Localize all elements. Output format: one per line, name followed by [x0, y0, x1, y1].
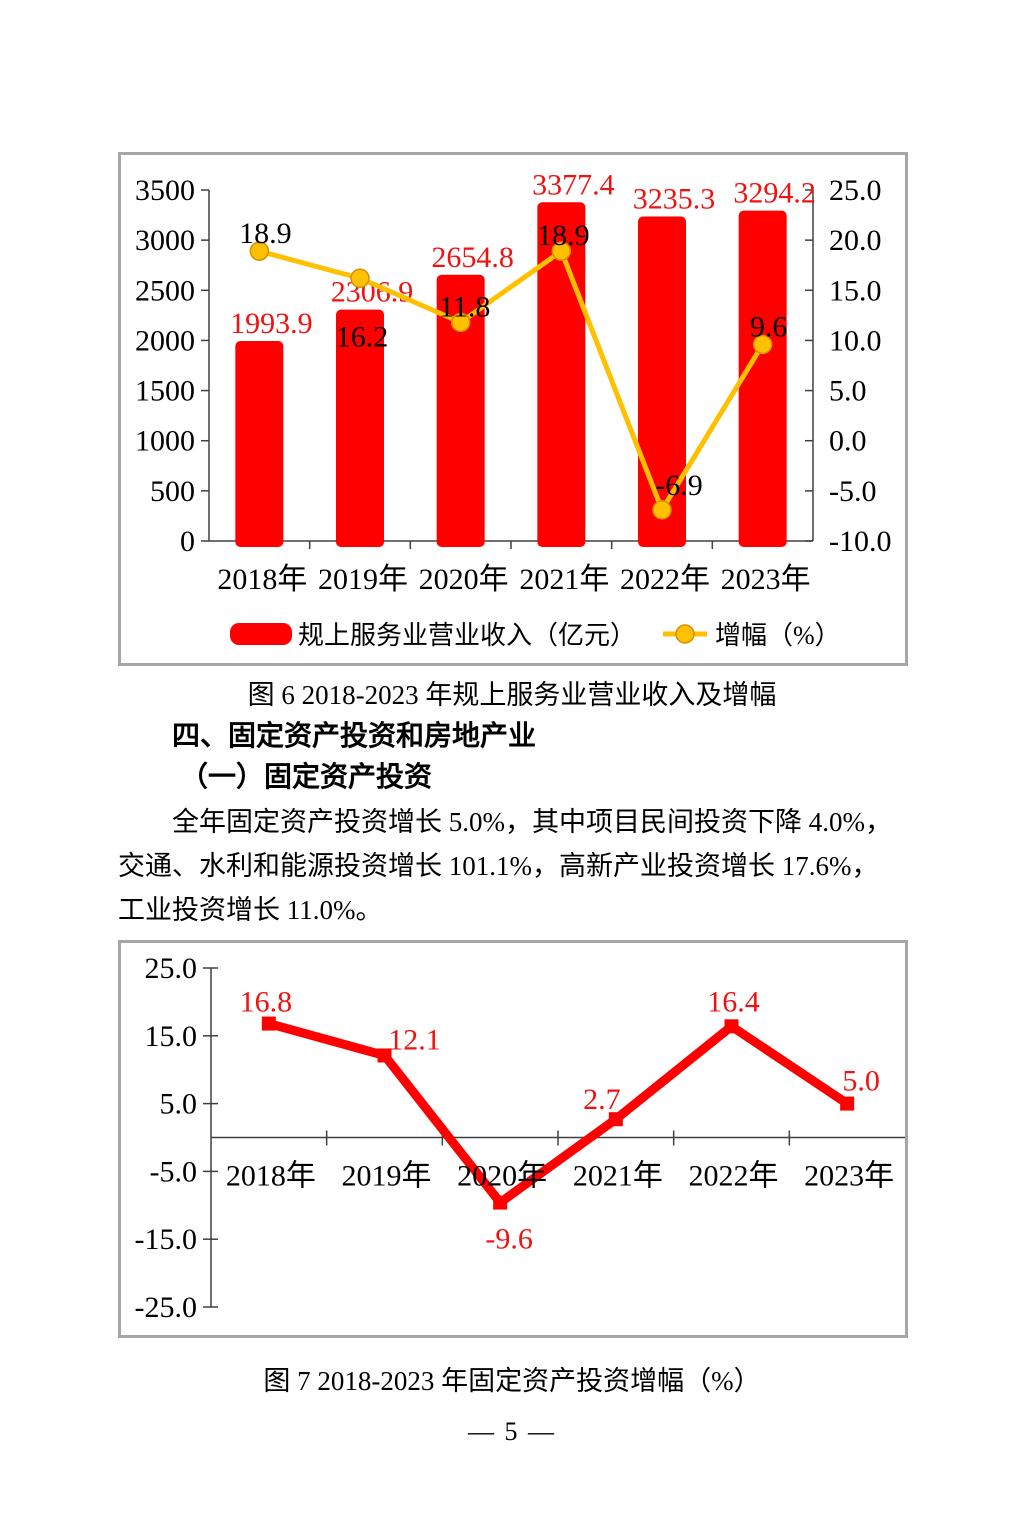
figure6-caption: 图 6 2018-2023 年规上服务业营业收入及增幅 — [247, 680, 777, 710]
line-value-label: 18.9 — [537, 219, 590, 252]
line-value-label: 16.4 — [707, 985, 760, 1018]
paragraph-line: 交通、水利和能源投资增长 101.1%，高新产业投资增长 17.6%， — [118, 851, 879, 881]
figure7-chart-box: 25.0 15.0 5.0 -5.0 -15.0 -25.0 16.8 12.1 -9.6 2.7… — [118, 940, 908, 1338]
line-marker-square — [724, 1019, 739, 1034]
revenue-bar — [738, 210, 787, 547]
line-value-label: 9.6 — [750, 310, 788, 343]
growth-line-marker — [752, 334, 773, 355]
line-marker-square — [608, 1112, 623, 1127]
right-axis-tick-label: 10.0 — [829, 324, 882, 357]
right-axis-tick-label: 15.0 — [829, 274, 882, 307]
growth-line-marker — [350, 268, 370, 289]
line-marker-square — [493, 1195, 508, 1210]
line-value-label: 2.7 — [583, 1083, 621, 1116]
bar-value-label: 2306.9 — [331, 276, 414, 309]
left-axis-tick-label: 1500 — [135, 375, 195, 408]
x-axis-label: 2023年 — [721, 563, 811, 596]
figure7-caption: 图 7 2018-2023 年固定资产投资增幅（%） — [263, 1366, 761, 1396]
growth-line-marker — [450, 312, 471, 333]
line-marker-square — [377, 1048, 392, 1063]
y-axis-tick-label: 25.0 — [145, 952, 198, 985]
revenue-growth-combo-chart: 3500 3000 2500 2000 1500 1000 500 0 25.0 20.0 15.0… — [135, 168, 892, 650]
left-axis-tick-label: 2500 — [135, 274, 195, 307]
growth-line-marker — [551, 241, 572, 261]
subsection-heading-fixed-asset-investment: （一）固定资产投资 — [180, 761, 433, 792]
line-marker-square — [261, 1016, 276, 1031]
right-axis-tick-label: 5.0 — [829, 375, 867, 408]
x-axis-label: 2018年 — [217, 563, 307, 596]
bar-value-label: 2654.8 — [431, 241, 513, 274]
revenue-bar — [638, 216, 686, 547]
growth-line-marker — [652, 500, 672, 520]
left-axis-tick-label: 1000 — [135, 425, 195, 458]
body-paragraph: 全年固定资产投资增长 5.0%，其中项目民间投资下降 4.0%， 交通、水利和能… — [118, 800, 910, 932]
x-axis-label: 2021年 — [573, 1160, 663, 1193]
legend-bar-swatch — [230, 623, 292, 645]
growth-line-marker — [249, 241, 270, 261]
growth-line — [258, 248, 765, 513]
line-value-label: 11.8 — [439, 290, 490, 323]
line-value-label: -9.6 — [485, 1223, 532, 1256]
x-axis-label: 2019年 — [342, 1160, 432, 1193]
x-axis-label: 2020年 — [457, 1160, 547, 1193]
line-value-label: 12.1 — [388, 1023, 441, 1056]
paragraph-line: 全年固定资产投资增长 5.0%，其中项目民间投资下降 4.0%， — [172, 807, 892, 837]
left-axis-tick-label: 500 — [150, 475, 195, 508]
line-value-label: 5.0 — [842, 1065, 880, 1098]
bar-value-label: 3377.4 — [532, 168, 615, 201]
y-axis-tick-label: 15.0 — [145, 1020, 198, 1053]
section-heading-fixed-assets: 四、固定资产投资和房地产业 — [172, 720, 537, 751]
left-axis-tick-label: 3500 — [135, 174, 195, 207]
x-axis-label: 2020年 — [419, 563, 509, 596]
right-axis-tick-label: 0.0 — [829, 425, 867, 458]
y-axis-tick-label: -5.0 — [150, 1155, 198, 1188]
y-axis-tick-label: 5.0 — [160, 1088, 198, 1121]
investment-growth-line-chart: 25.0 15.0 5.0 -5.0 -15.0 -25.0 16.8 12.1 -9.6 2.7… — [135, 952, 905, 1324]
line-value-label: -6.9 — [655, 469, 703, 502]
line-marker-square — [840, 1096, 855, 1111]
legend-line-marker — [675, 624, 695, 644]
left-axis-tick-label: 3000 — [135, 224, 195, 257]
revenue-bar — [235, 341, 284, 547]
line-value-label: 16.2 — [336, 320, 389, 353]
bar-value-label: 3294.2 — [733, 177, 816, 210]
paragraph-line: 工业投资增长 11.0%。 — [118, 895, 383, 925]
line-value-label: 16.8 — [240, 986, 292, 1019]
figure6-chart-box: 3500 3000 2500 2000 1500 1000 500 0 25.0 20.0 15.0… — [118, 152, 908, 666]
bar-value-label: 1993.9 — [230, 307, 312, 340]
right-axis-tick-label: 20.0 — [829, 224, 882, 257]
bar-value-label: 3235.3 — [633, 183, 716, 216]
left-axis-tick-label: 2000 — [135, 324, 195, 357]
x-axis-label: 2018年 — [226, 1160, 316, 1193]
line-value-label: 18.9 — [239, 217, 291, 250]
right-axis-tick-label: -5.0 — [829, 475, 877, 508]
x-axis-label: 2022年 — [620, 563, 710, 596]
right-axis-tick-label: 25.0 — [829, 174, 882, 207]
revenue-bar — [336, 309, 384, 547]
x-axis-label: 2019年 — [318, 563, 408, 596]
left-axis-tick-label: 0 — [180, 525, 195, 558]
right-axis-tick-label: -10.0 — [829, 525, 892, 558]
x-axis-label: 2023年 — [804, 1160, 894, 1193]
y-axis-tick-label: -25.0 — [135, 1291, 198, 1324]
page-number: — 5 — — [468, 1417, 556, 1446]
legend-line-label: 增幅（%） — [715, 621, 841, 650]
y-axis-tick-label: -15.0 — [135, 1223, 198, 1256]
revenue-bar — [436, 274, 485, 547]
x-axis-label: 2022年 — [689, 1160, 779, 1193]
investment-growth-line — [267, 1019, 850, 1208]
legend-bar-label: 规上服务业营业收入（亿元） — [298, 621, 636, 650]
x-axis-label: 2021年 — [519, 563, 609, 596]
